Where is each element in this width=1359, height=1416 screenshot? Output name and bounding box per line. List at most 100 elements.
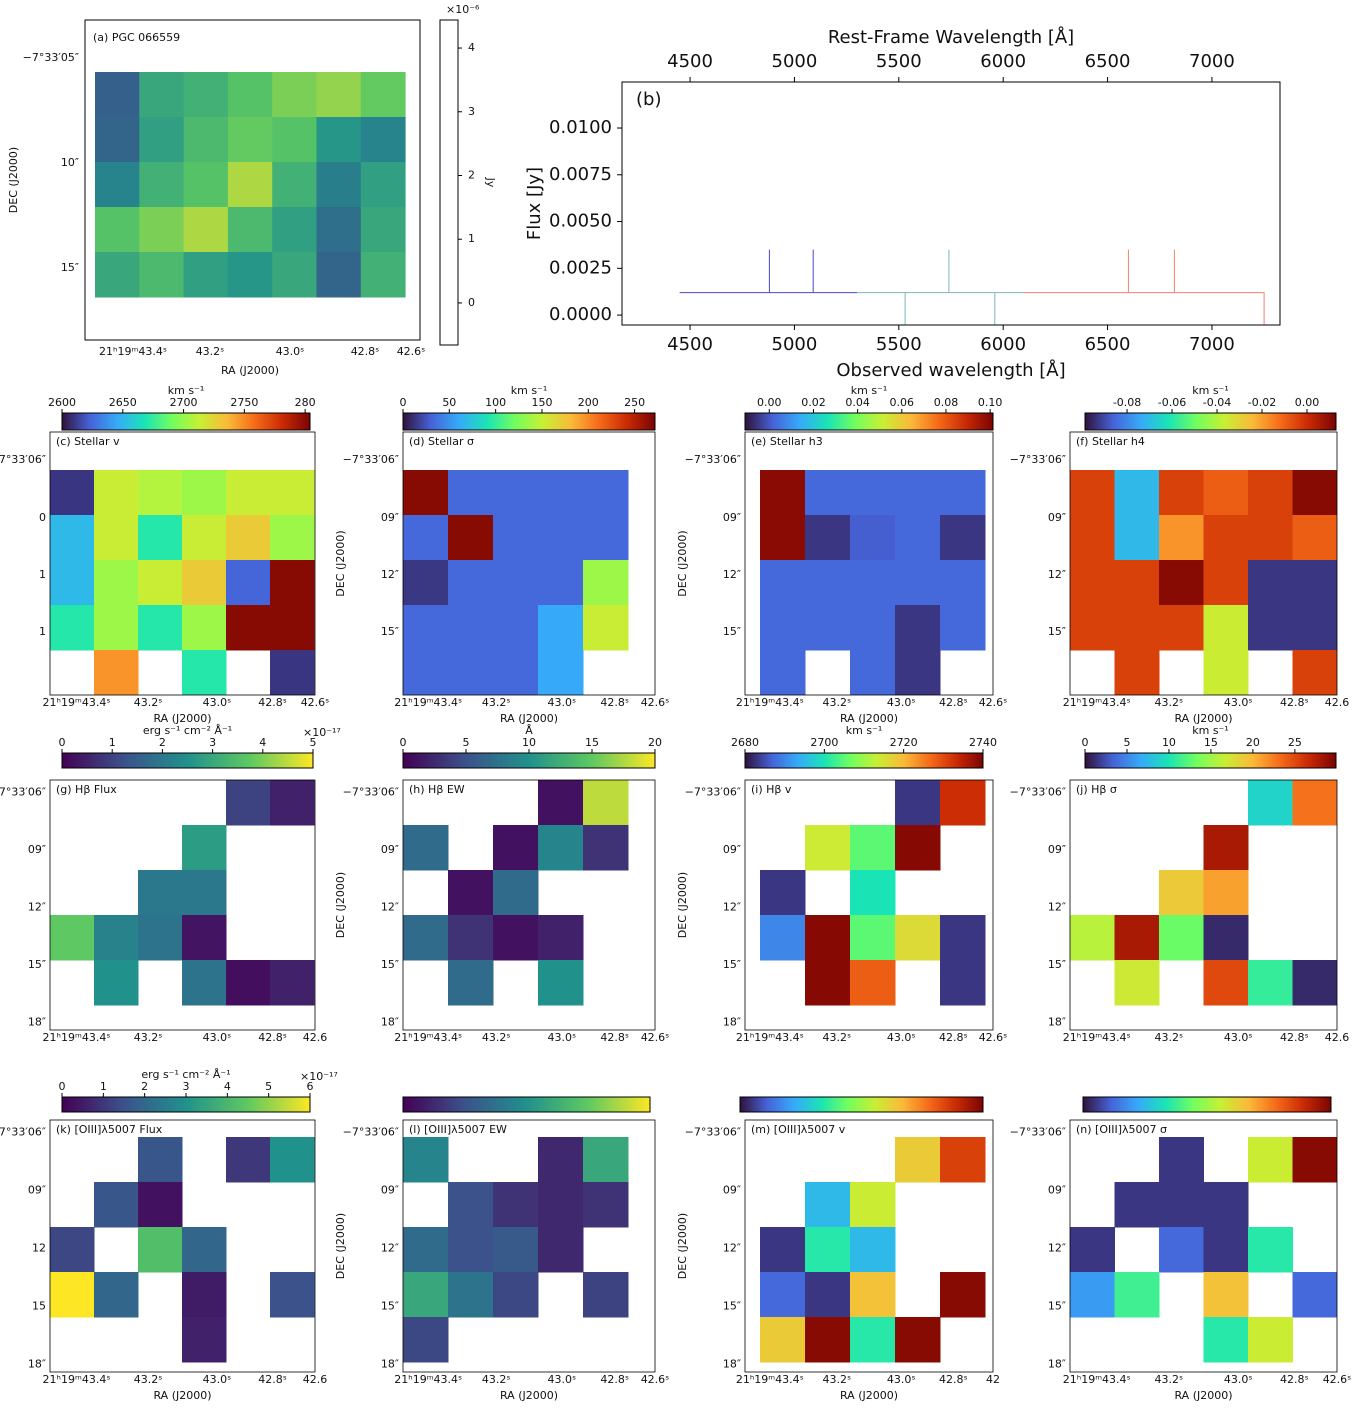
y-axis-label: DEC (J2000) [676, 1213, 689, 1279]
x-tick-label: 43.2ˢ [1154, 696, 1183, 709]
map-cell [493, 1182, 539, 1228]
x-tick-label: 43.2ˢ [134, 696, 163, 709]
map-cell [182, 960, 227, 1006]
colorbar [1082, 1096, 1332, 1113]
map-cell [95, 117, 140, 163]
map-cell [895, 515, 941, 561]
colorbar-tick-label: 10 [522, 736, 536, 749]
map-cell [493, 560, 539, 606]
x-tick-label: 43.0ˢ [1224, 1031, 1253, 1044]
y-tick-label: −7°33′05″ [23, 51, 79, 64]
x-axis-label: RA (J2000) [840, 712, 898, 725]
map-cell [1292, 1137, 1337, 1183]
map-cell [316, 117, 362, 163]
colorbar-tick-label: 3 [183, 1080, 190, 1093]
map-cell [940, 915, 986, 961]
map-cell [403, 1317, 449, 1363]
map-panel [50, 470, 315, 695]
x-tick-label: 42.8ˢ [1280, 696, 1309, 709]
x-axis-label: Observed wavelength [Å] [836, 359, 1065, 381]
colorbar-tick-label: 0.00 [757, 396, 782, 409]
map-cell [183, 117, 229, 163]
x-tick-label: 42.8ˢ [600, 1031, 629, 1044]
plot-frame [402, 1119, 656, 1373]
map-cell [448, 605, 494, 651]
x-tick-label: 43.2ˢ [1154, 1373, 1183, 1386]
spectrum-line [1024, 249, 1265, 325]
colorbar-tick-label: 280 [295, 396, 316, 409]
map-cell [138, 1227, 183, 1273]
map-cell [805, 560, 851, 606]
colorbar-tick-label: 10 [1162, 736, 1176, 749]
y-tick-label: 1 [39, 568, 46, 581]
panel-title: (c) Stellar v [56, 435, 120, 448]
y-tick-label: 09″ [1048, 511, 1066, 524]
map-cell [1248, 1137, 1293, 1183]
map-cell [1292, 560, 1337, 606]
map-cell [583, 825, 629, 871]
x-tick-label: 42.6 [303, 1373, 328, 1386]
map-cell [895, 605, 941, 651]
y-tick-label: 15″ [723, 958, 741, 971]
map-cell [805, 605, 851, 651]
map-cell [1114, 650, 1160, 695]
map-cell [1292, 780, 1337, 826]
colorbar-tick-label: 2750 [230, 396, 258, 409]
y-tick-label: 18″ [28, 1357, 46, 1370]
map-cell [94, 915, 139, 961]
colorbar-tick-label: 2700 [810, 736, 838, 749]
map-cell [94, 515, 139, 561]
x-tick-label: 42.8ˢ [258, 1373, 287, 1386]
colorbar-tick-label: 2700 [170, 396, 198, 409]
y-tick-label: 18″ [1048, 1016, 1066, 1029]
colorbar-tick-label: 2600 [48, 396, 76, 409]
map-cell [538, 1182, 584, 1228]
x-tick-label: 43.0ˢ [547, 696, 576, 709]
x-tick-label: 21ʰ19ᵐ43.4ˢ [43, 1031, 111, 1044]
map-cell [940, 560, 986, 606]
x-tick-label: 7000 [1189, 334, 1235, 355]
colorbar-tick-label: 2 [159, 736, 166, 749]
map-cell [50, 560, 95, 606]
colorbar-multiplier: ×10⁻¹⁷ [303, 726, 341, 739]
y-tick-label: 09″ [381, 511, 399, 524]
colorbar-tick-label: 0 [1082, 736, 1089, 749]
map-cell [538, 960, 584, 1006]
map-cell [138, 870, 183, 916]
y-axis-label: Flux [Jy] [524, 167, 545, 240]
map-cell [360, 162, 406, 208]
y-tick-label: −7°33′06″ [1010, 453, 1066, 466]
y-tick-label: −7°33′06″ [0, 453, 46, 466]
map-cell [94, 1272, 139, 1318]
colorbar-tick-label: 5 [1123, 736, 1130, 749]
map-cell [760, 605, 806, 651]
y-tick-label: 09″ [381, 1184, 399, 1197]
colorbar-tick-label: 2650 [109, 396, 137, 409]
map-cell [538, 780, 584, 826]
colorbar-tick-label: 150 [531, 396, 552, 409]
map-cell [1248, 1227, 1293, 1273]
map-cell [850, 650, 896, 695]
map-cell [850, 870, 896, 916]
colorbar [744, 412, 994, 431]
map-cell [227, 162, 273, 208]
y-axis-label: DEC (J2000) [676, 530, 689, 596]
map-cell [760, 915, 806, 961]
map-cell [182, 560, 227, 606]
map-cell [1203, 960, 1249, 1006]
map-cell [139, 252, 185, 298]
map-cell [448, 650, 494, 695]
spectrum-line [857, 249, 1025, 325]
x-axis-label: RA (J2000) [153, 712, 211, 725]
map-cell [183, 72, 229, 118]
map-cell [940, 780, 986, 826]
map-cell [403, 1137, 449, 1183]
map-cell [895, 780, 941, 826]
x-tick-label: 43.2ˢ [1154, 1031, 1183, 1044]
colorbar-tick-label: -0.02 [1248, 396, 1276, 409]
y-tick-label: 12″ [1048, 901, 1066, 914]
map-cell [1114, 515, 1160, 561]
plot-frame [402, 431, 656, 696]
map-cell [95, 72, 140, 118]
y-axis-label: DEC (J2000) [676, 872, 689, 938]
